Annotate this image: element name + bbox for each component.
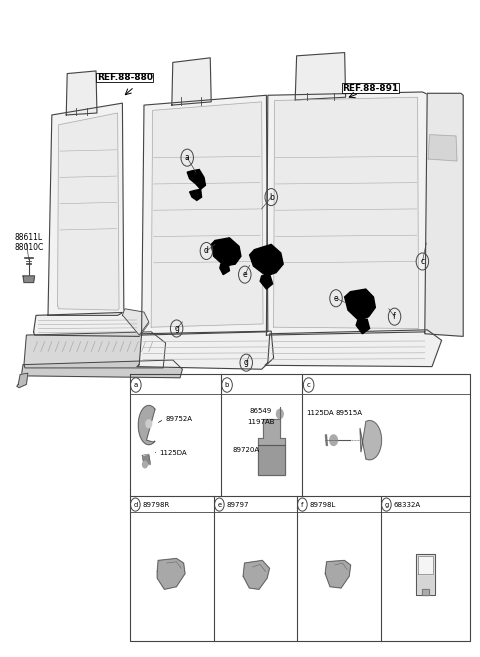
Polygon shape — [266, 92, 430, 335]
Text: f: f — [393, 312, 396, 321]
Polygon shape — [425, 93, 463, 336]
Polygon shape — [48, 103, 124, 315]
Text: a: a — [185, 153, 190, 162]
Text: e: e — [217, 501, 221, 508]
Text: d: d — [204, 246, 209, 256]
Text: c: c — [420, 257, 424, 266]
Polygon shape — [34, 312, 149, 336]
Polygon shape — [172, 58, 211, 105]
Polygon shape — [211, 238, 241, 266]
Polygon shape — [122, 309, 149, 335]
Text: 68332A: 68332A — [393, 501, 420, 508]
Polygon shape — [325, 435, 327, 445]
Polygon shape — [360, 420, 382, 460]
Text: b: b — [269, 193, 274, 202]
Polygon shape — [416, 554, 435, 595]
Polygon shape — [23, 276, 35, 283]
Polygon shape — [24, 332, 166, 368]
Polygon shape — [260, 275, 273, 289]
Text: 1125DA: 1125DA — [159, 450, 187, 457]
Text: 89752A: 89752A — [166, 416, 192, 422]
Text: c: c — [307, 382, 311, 388]
Text: 89798R: 89798R — [142, 501, 169, 508]
Circle shape — [143, 461, 147, 468]
Polygon shape — [295, 53, 346, 100]
Text: d: d — [133, 501, 137, 508]
Text: 88611L: 88611L — [14, 233, 43, 242]
Polygon shape — [151, 102, 263, 327]
Text: 89797: 89797 — [226, 501, 249, 508]
Polygon shape — [137, 331, 274, 369]
Polygon shape — [274, 97, 419, 328]
Text: 89515A: 89515A — [335, 409, 362, 416]
Text: b: b — [225, 382, 229, 388]
Polygon shape — [325, 560, 350, 588]
Polygon shape — [243, 560, 270, 589]
Polygon shape — [58, 113, 119, 310]
Polygon shape — [157, 558, 185, 589]
Text: e: e — [242, 270, 247, 279]
Text: 89798L: 89798L — [309, 501, 336, 508]
Text: REF.88-880: REF.88-880 — [97, 73, 153, 82]
Polygon shape — [258, 419, 285, 445]
Polygon shape — [428, 135, 457, 161]
Polygon shape — [345, 289, 375, 321]
Polygon shape — [66, 71, 97, 115]
Text: 86549: 86549 — [250, 407, 272, 414]
Polygon shape — [419, 556, 433, 574]
Text: e: e — [334, 294, 338, 303]
Text: g: g — [384, 501, 388, 508]
Circle shape — [276, 409, 283, 419]
Polygon shape — [265, 330, 442, 367]
Polygon shape — [190, 189, 202, 200]
Polygon shape — [356, 319, 370, 334]
Polygon shape — [22, 360, 182, 378]
Text: 89720A: 89720A — [233, 447, 260, 453]
Text: a: a — [134, 382, 138, 388]
Circle shape — [330, 435, 337, 445]
Polygon shape — [258, 445, 285, 475]
Text: 1197AB: 1197AB — [247, 419, 275, 425]
Text: 1125DA: 1125DA — [306, 409, 334, 416]
Text: g: g — [174, 324, 179, 333]
Polygon shape — [421, 589, 429, 595]
Polygon shape — [220, 263, 229, 275]
Text: REF.88-891: REF.88-891 — [342, 83, 399, 93]
Text: 88010C: 88010C — [14, 242, 44, 252]
Polygon shape — [143, 455, 150, 464]
Polygon shape — [17, 373, 28, 388]
Text: g: g — [244, 358, 249, 367]
Polygon shape — [142, 95, 268, 335]
Polygon shape — [250, 244, 283, 276]
Polygon shape — [138, 405, 155, 445]
Text: f: f — [301, 501, 303, 508]
Circle shape — [146, 420, 152, 428]
Polygon shape — [187, 170, 205, 189]
